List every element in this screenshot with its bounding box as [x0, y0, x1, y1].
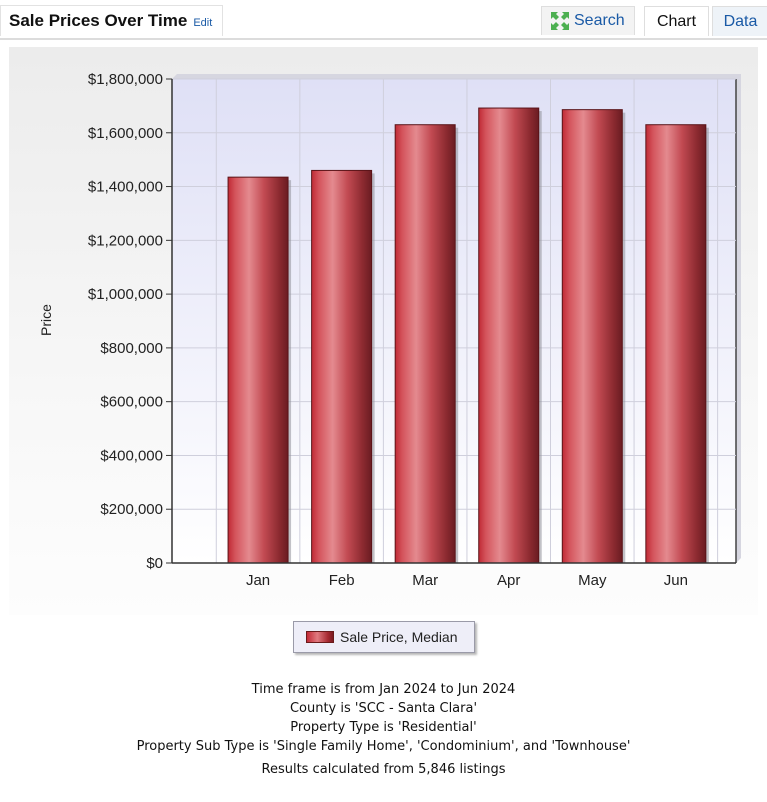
- note-line: Time frame is from Jan 2024 to Jun 2024: [251, 682, 516, 697]
- filter-notes: Time frame is from Jan 2024 to Jun 2024 …: [0, 680, 767, 779]
- title-box: Sale Prices Over Time Edit: [0, 5, 224, 36]
- y-tick-label: $1,400,000: [88, 179, 163, 196]
- x-tick-label: Apr: [497, 572, 520, 589]
- tab-chart-label: Chart: [656, 12, 697, 30]
- bar-may: [561, 109, 623, 564]
- bar-feb: [311, 169, 373, 564]
- note-line: Property Sub Type is 'Single Family Home…: [136, 739, 631, 754]
- x-tick-label: Jun: [664, 572, 688, 589]
- chart-area: $0 $200,000 $400,000 $600,000 $800,000 $1,000…: [9, 47, 758, 615]
- legend-label: Sale Price, Median: [340, 629, 458, 645]
- tab-search-label: Search: [574, 12, 625, 29]
- legend-swatch: [306, 631, 334, 643]
- y-axis-label: Price: [38, 304, 54, 336]
- y-tick-label: $400,000: [100, 447, 163, 464]
- bar-jun: [645, 124, 707, 564]
- y-tick-label: $800,000: [100, 340, 163, 357]
- bar-jan: [227, 176, 289, 564]
- bar-mar: [394, 124, 456, 564]
- y-tick-label: $1,800,000: [88, 71, 163, 88]
- chart-legend: Sale Price, Median: [293, 621, 475, 653]
- tab-data[interactable]: Data: [712, 6, 767, 36]
- note-line: County is 'SCC - Santa Clara': [289, 701, 478, 716]
- x-tick-label: Mar: [412, 572, 438, 589]
- results-count: Results calculated from 5,846 listings: [261, 762, 506, 777]
- x-tick-label: Jan: [246, 572, 270, 589]
- edit-link[interactable]: Edit: [193, 16, 213, 29]
- bar-chart: $0 $200,000 $400,000 $600,000 $800,000 $1,000…: [38, 71, 741, 589]
- tab-data-label: Data: [723, 12, 758, 30]
- bar-apr: [478, 107, 540, 564]
- x-tick-label: May: [578, 572, 607, 589]
- y-tick-label: $1,200,000: [88, 232, 163, 249]
- y-tick-label: $200,000: [100, 501, 163, 518]
- x-tick-label: Feb: [329, 572, 355, 589]
- page-title: Sale Prices Over Time: [9, 11, 188, 30]
- tab-chart[interactable]: Chart: [644, 6, 709, 36]
- note-line: Property Type is 'Residential': [290, 720, 477, 735]
- expand-arrows-icon: [551, 12, 569, 30]
- y-tick-label: $1,000,000: [88, 286, 163, 303]
- y-tick-label: $1,600,000: [88, 125, 163, 142]
- header-bar: Sale Prices Over Time Edit Search Chart …: [0, 0, 767, 40]
- y-tick-label: $0: [146, 555, 163, 572]
- y-tick-label: $600,000: [100, 394, 163, 411]
- tab-search[interactable]: Search: [541, 6, 635, 35]
